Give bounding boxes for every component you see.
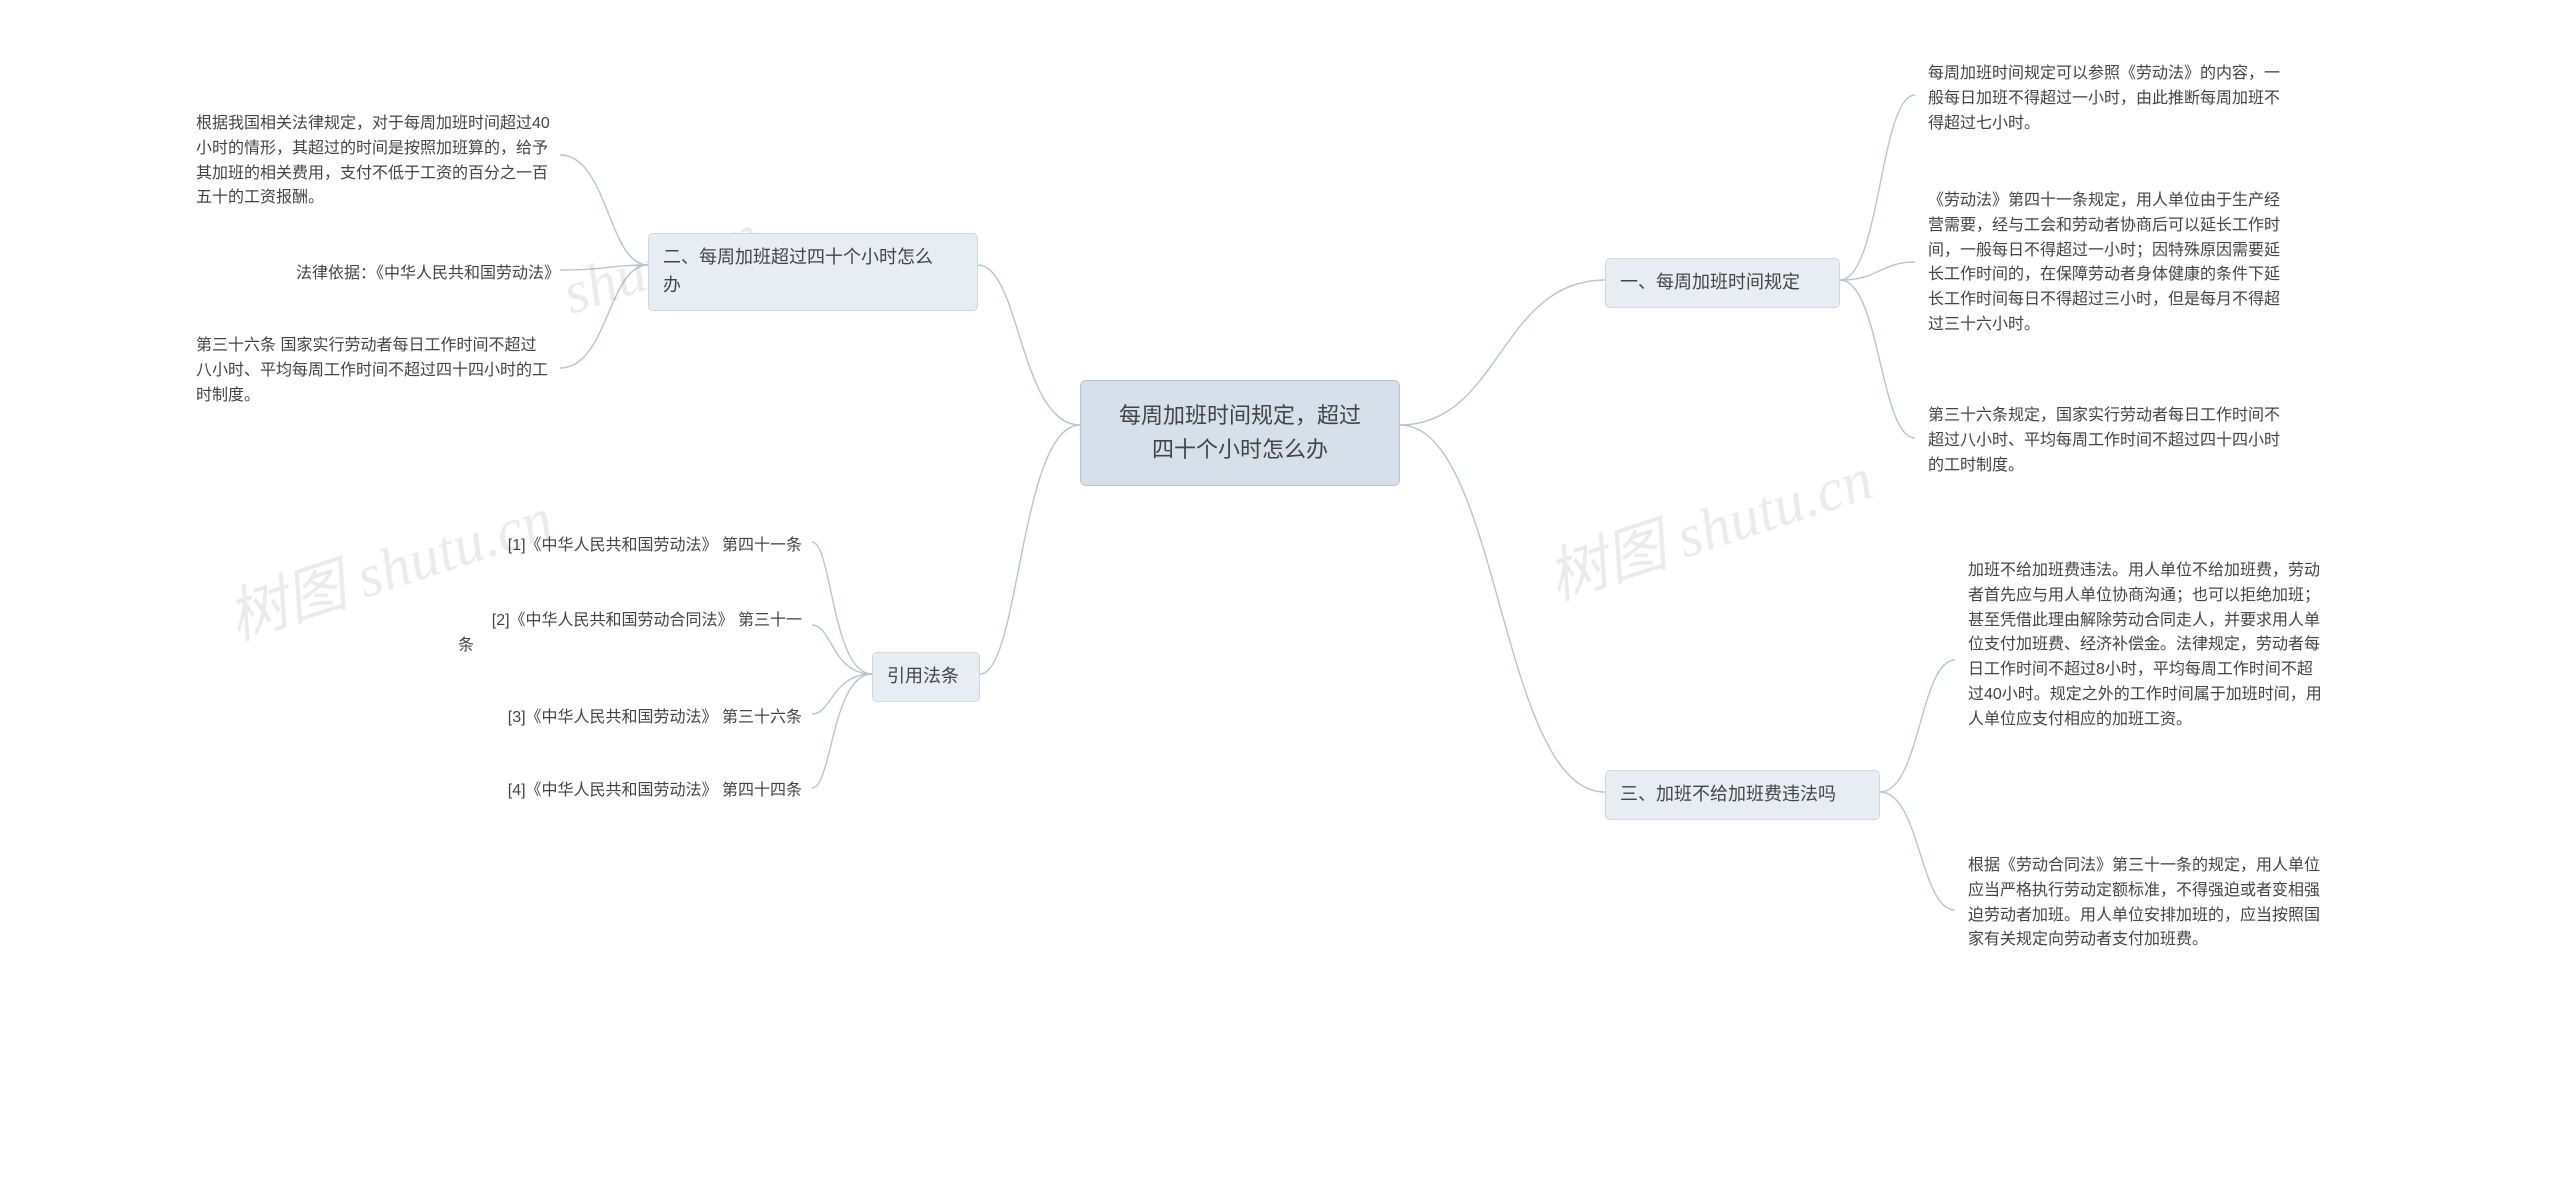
leaf-l2-1: 法律依据：《中华人民共和国劳动法》 <box>238 258 568 291</box>
leaf-l4-0: [1]《中华人民共和国劳动法》 第四十一条 <box>450 530 810 563</box>
root-line-1: 每周加班时间规定，超过 <box>1103 399 1377 433</box>
leaf-l4-1: [2]《中华人民共和国劳动合同法》 第三十一 条 <box>450 605 810 663</box>
branch-l4-label: 引用法条 <box>887 666 959 686</box>
leaf-r1-2: 第三十六条规定，国家实行劳动者每日工作时间不超过八小时、平均每周工作时间不超过四… <box>1920 400 2290 482</box>
leaf-r3-0: 加班不给加班费违法。用人单位不给加班费，劳动者首先应与用人单位协商沟通；也可以拒… <box>1960 555 2330 737</box>
branch-l2-label-line2: 办 <box>663 272 963 300</box>
branch-l2[interactable]: 二、每周加班超过四十个小时怎么 办 <box>648 233 978 311</box>
branch-r3-label: 三、加班不给加班费违法吗 <box>1620 784 1836 804</box>
root-node[interactable]: 每周加班时间规定，超过 四十个小时怎么办 <box>1080 380 1400 486</box>
leaf-l4-1-line2: 条 <box>458 634 802 659</box>
leaf-l2-0: 根据我国相关法律规定，对于每周加班时间超过40小时的情形，其超过的时间是按照加班… <box>188 108 558 215</box>
branch-r1[interactable]: 一、每周加班时间规定 <box>1605 258 1840 308</box>
leaf-l2-2: 第三十六条 国家实行劳动者每日工作时间不超过八小时、平均每周工作时间不超过四十四… <box>188 330 558 412</box>
leaf-r1-1: 《劳动法》第四十一条规定，用人单位由于生产经营需要，经与工会和劳动者协商后可以延… <box>1920 185 2290 342</box>
leaf-r3-1: 根据《劳动合同法》第三十一条的规定，用人单位应当严格执行劳动定额标准，不得强迫或… <box>1960 850 2330 957</box>
branch-l2-label-line1: 二、每周加班超过四十个小时怎么 <box>663 244 963 272</box>
root-line-2: 四十个小时怎么办 <box>1103 433 1377 467</box>
leaf-r1-0: 每周加班时间规定可以参照《劳动法》的内容，一般每日加班不得超过一小时，由此推断每… <box>1920 58 2290 140</box>
leaf-l4-3: [4]《中华人民共和国劳动法》 第四十四条 <box>450 775 810 808</box>
branch-l4[interactable]: 引用法条 <box>872 652 980 702</box>
branch-r1-label: 一、每周加班时间规定 <box>1620 272 1800 292</box>
branch-r3[interactable]: 三、加班不给加班费违法吗 <box>1605 770 1880 820</box>
leaf-l4-1-line1: [2]《中华人民共和国劳动合同法》 第三十一 <box>458 609 802 634</box>
watermark: 树图 shutu.cn <box>1535 430 1882 617</box>
leaf-l4-2: [3]《中华人民共和国劳动法》 第三十六条 <box>450 702 810 735</box>
